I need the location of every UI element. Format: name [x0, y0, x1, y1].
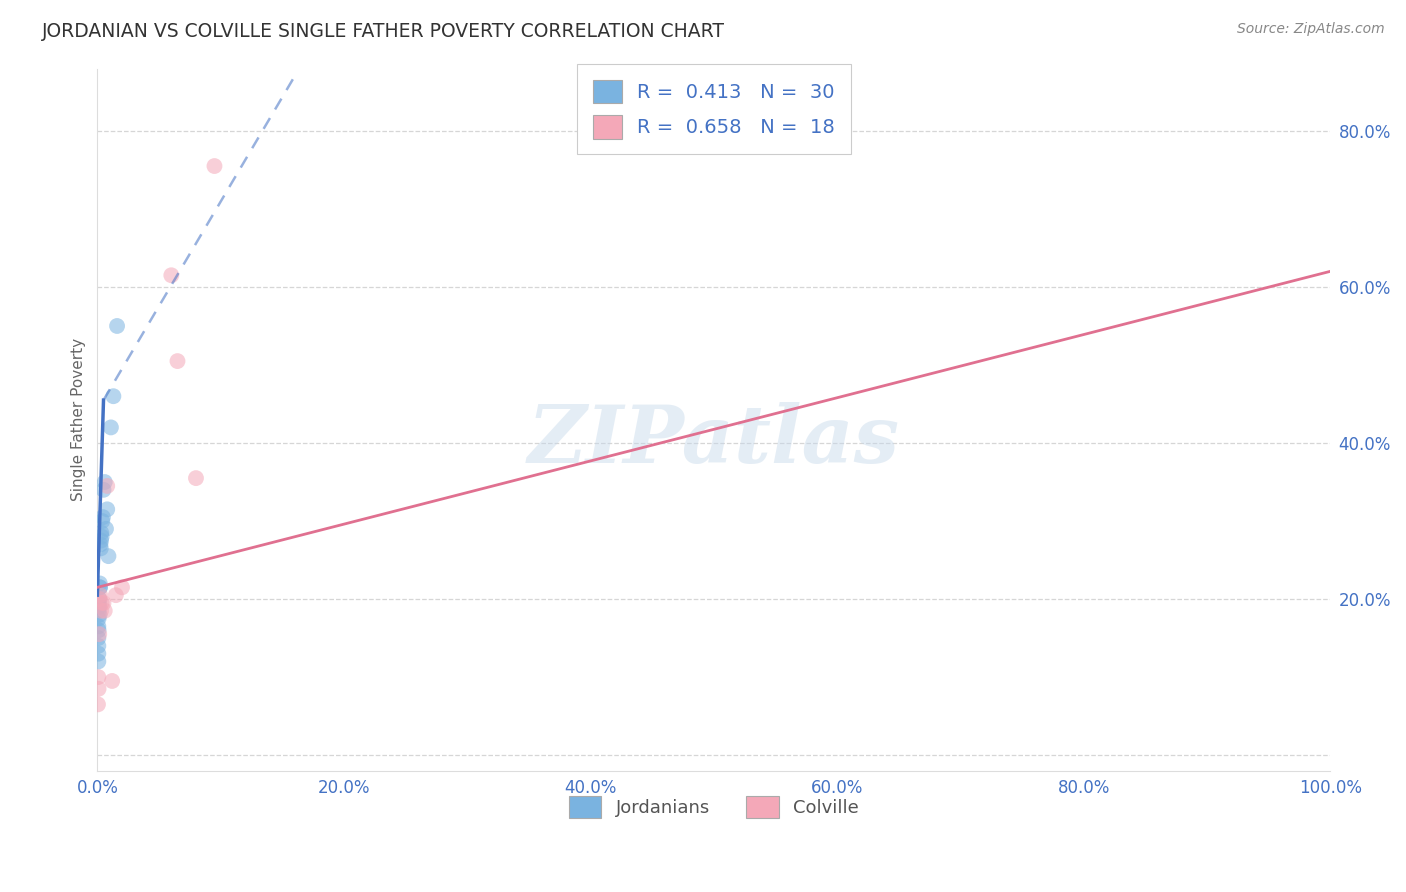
Point [87, 639, 110, 653]
Legend: Jordanians, Colville: Jordanians, Colville [561, 789, 866, 825]
Point [89, 537, 111, 551]
Point [90, 525, 112, 540]
Point [89, 592, 111, 607]
Point [100, 420, 122, 434]
Point [93, 596, 115, 610]
Point [94, 475, 117, 489]
Text: JORDANIAN VS COLVILLE SINGLE FATHER POVERTY CORRELATION CHART: JORDANIAN VS COLVILLE SINGLE FATHER POVE… [42, 22, 725, 41]
Point [90, 533, 112, 548]
Point [94, 604, 117, 618]
Point [87, 611, 110, 625]
Point [87, 604, 110, 618]
Point [87, 631, 110, 645]
Y-axis label: Single Father Poverty: Single Father Poverty [72, 338, 86, 501]
Point [90, 596, 112, 610]
Point [90, 604, 112, 618]
Point [87, 619, 110, 633]
Point [90, 541, 112, 556]
Point [97, 549, 120, 563]
Point [89, 580, 111, 594]
Point [91, 510, 114, 524]
Point [96, 479, 118, 493]
Text: Source: ZipAtlas.com: Source: ZipAtlas.com [1237, 22, 1385, 37]
Point [101, 673, 124, 688]
Point [89, 592, 111, 607]
Point [89, 588, 111, 602]
Point [89, 580, 111, 594]
Point [103, 389, 125, 403]
Point [87, 698, 110, 712]
Point [87, 647, 110, 661]
Point [90, 530, 112, 544]
Text: ZIPatlas: ZIPatlas [527, 402, 900, 479]
Point [111, 580, 134, 594]
Point [87, 624, 110, 638]
Point [184, 471, 207, 485]
Point [93, 483, 115, 497]
Point [91, 514, 114, 528]
Point [89, 607, 111, 622]
Point [89, 576, 111, 591]
Point [87, 655, 110, 669]
Point [87, 681, 110, 696]
Point [87, 596, 110, 610]
Point [204, 159, 226, 173]
Point [160, 268, 183, 283]
Point [105, 318, 128, 333]
Point [94, 522, 117, 536]
Point [89, 627, 111, 641]
Point [104, 588, 127, 602]
Point [87, 670, 110, 684]
Point [96, 502, 118, 516]
Point [166, 354, 188, 368]
Point [89, 599, 111, 614]
